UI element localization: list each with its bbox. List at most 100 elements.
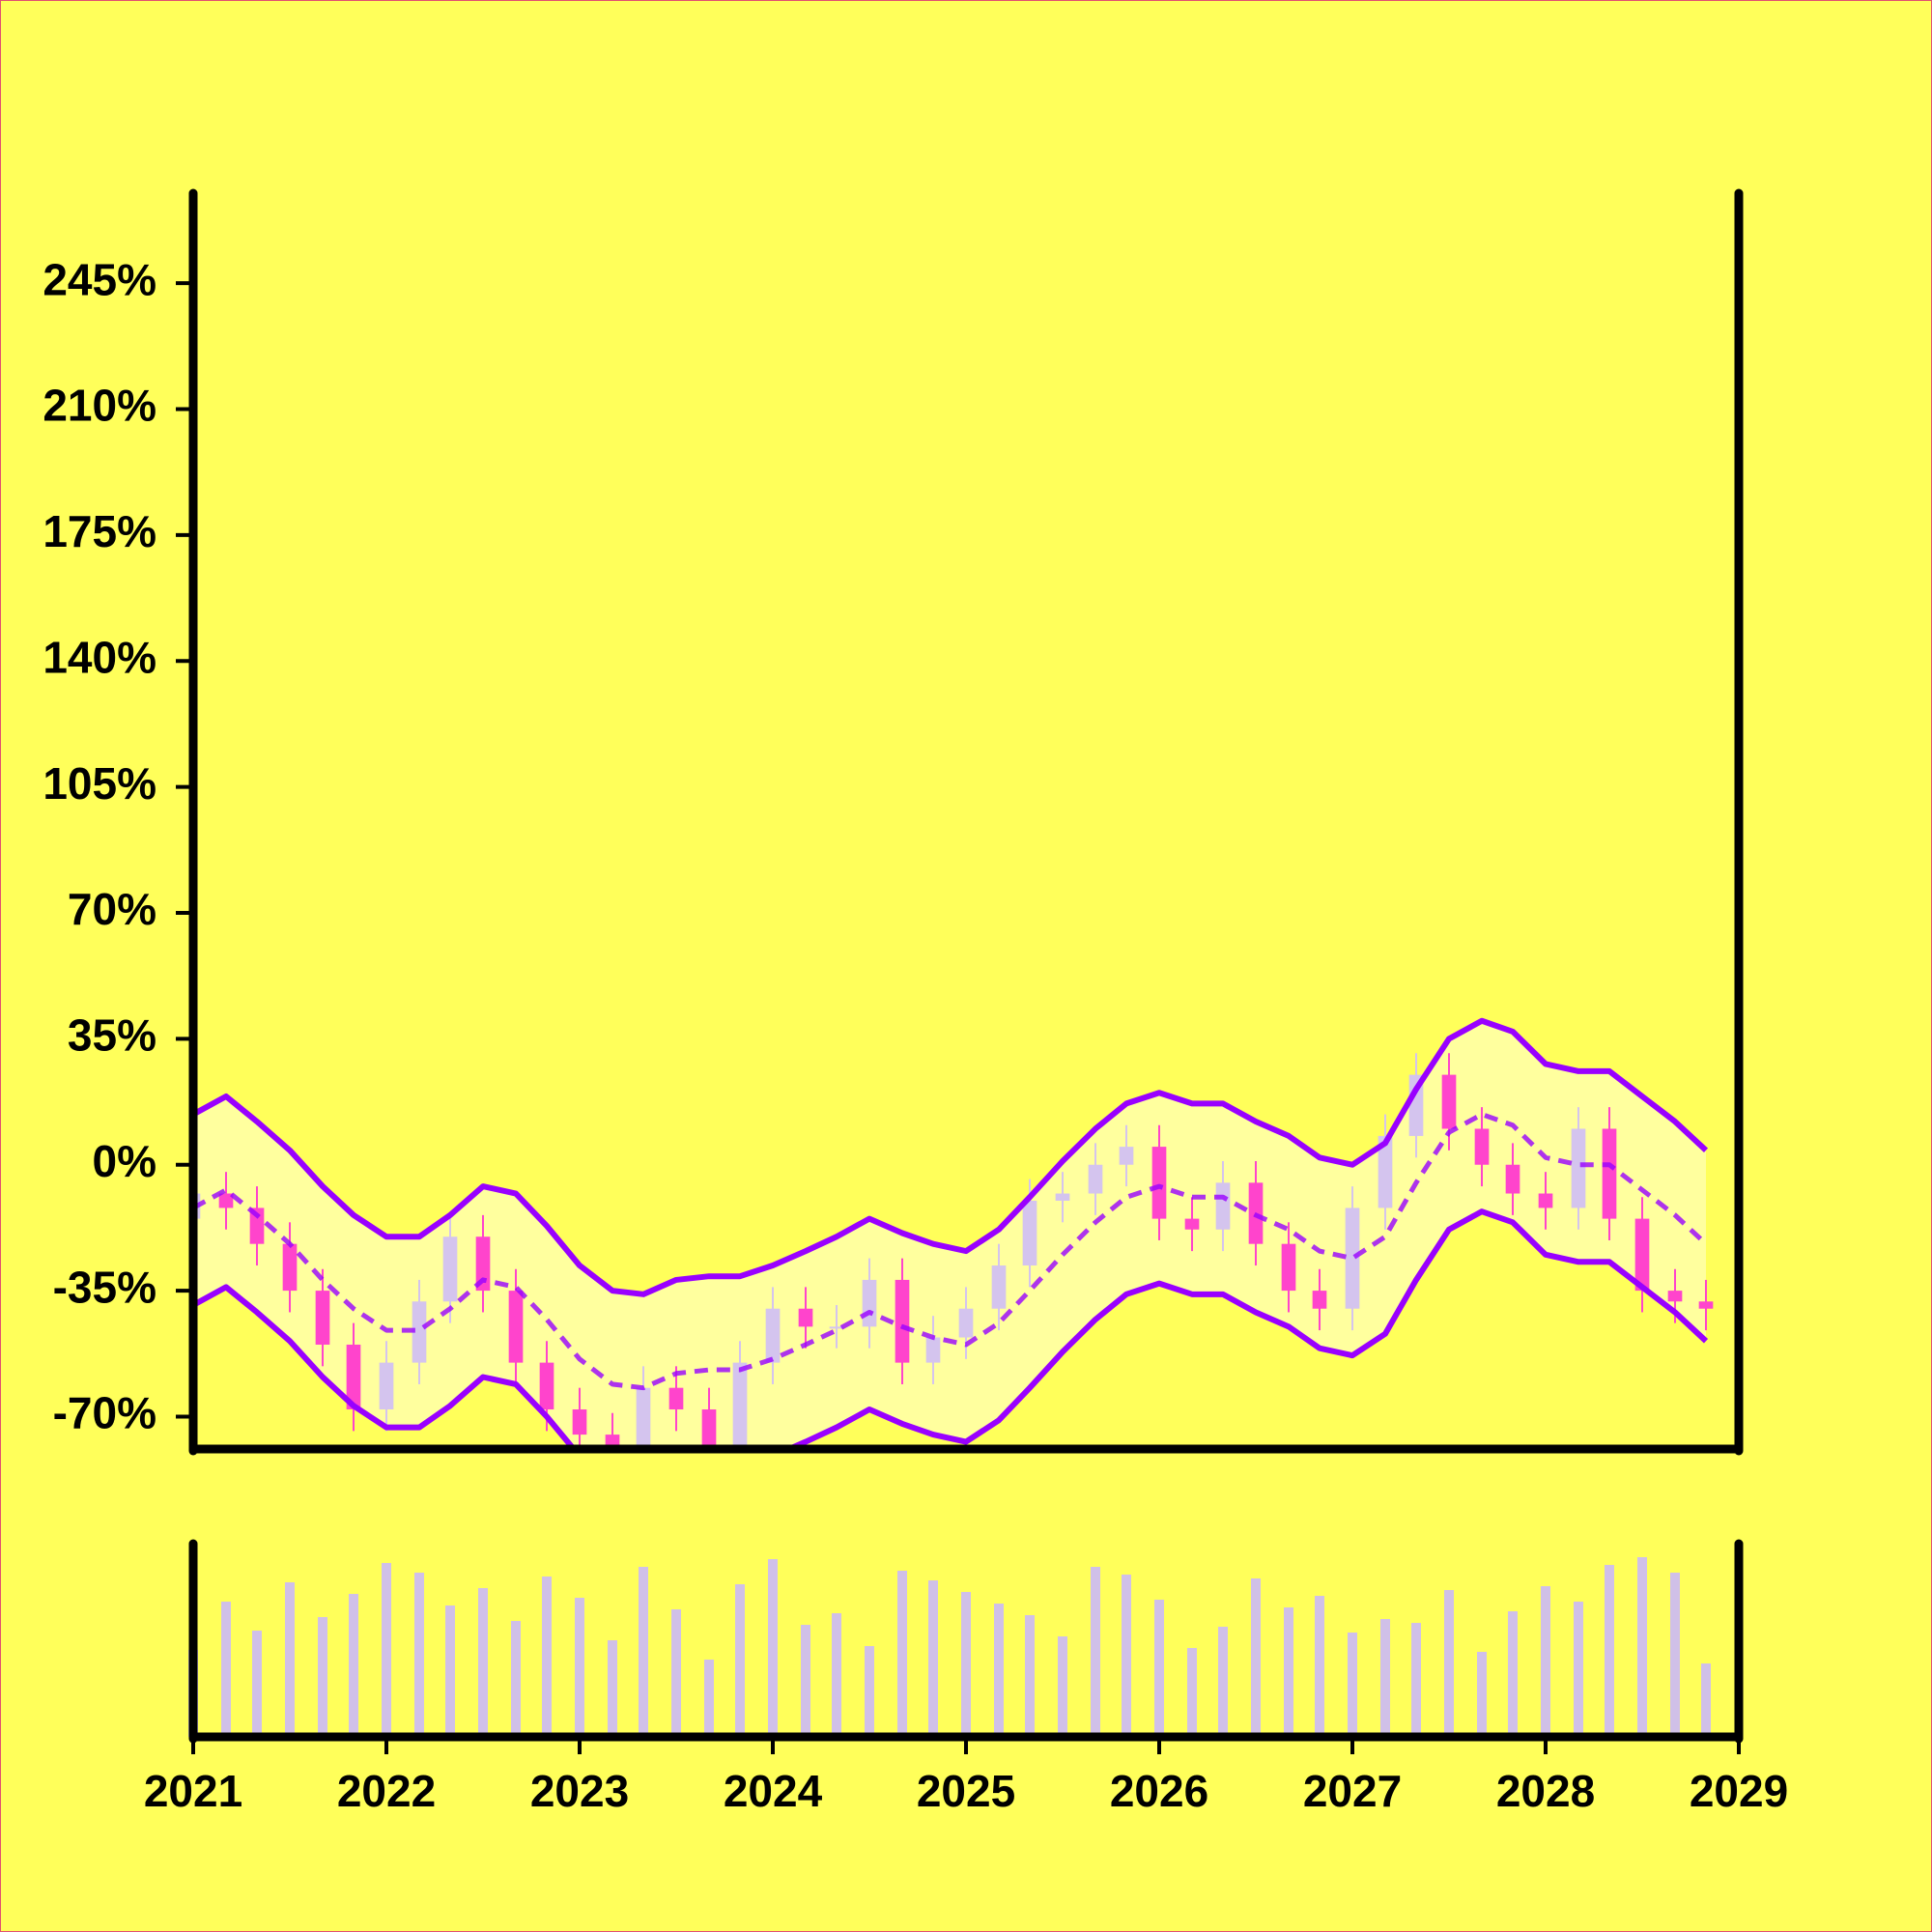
volume-bar (1411, 1623, 1421, 1737)
volume-bar (1122, 1575, 1131, 1737)
candle-body (798, 1308, 813, 1327)
volume-bar (735, 1584, 745, 1737)
volume-bar (285, 1582, 295, 1737)
band-upper (193, 1017, 1709, 1297)
volume-bar (542, 1577, 552, 1737)
x-tick-label: 2026 (1110, 1766, 1208, 1816)
volume-bar (1025, 1615, 1035, 1737)
volume-bar (575, 1598, 584, 1737)
volume-bar (349, 1594, 358, 1737)
axes: -70% -35% 0% 35% 70% 105% 140% 175% 210% 245% 2021… (43, 188, 1788, 1816)
y-tick-label: 0% (93, 1136, 156, 1186)
candle-body (701, 1409, 717, 1446)
y-tick-label: 35% (68, 1010, 156, 1061)
candle-body (315, 1291, 330, 1345)
x-tick-label: 2027 (1303, 1766, 1402, 1816)
candle-body (1474, 1128, 1490, 1165)
x-tick-label: 2023 (530, 1766, 629, 1816)
volume-bar (1444, 1590, 1454, 1737)
volume-bar (928, 1580, 938, 1737)
candle-body (1441, 1074, 1457, 1129)
candle-body (1055, 1193, 1070, 1201)
candle-body (475, 1236, 491, 1292)
x-tick-label: 2022 (337, 1766, 436, 1816)
band-lower (193, 1208, 1709, 1449)
y-tick-label: 70% (68, 884, 156, 934)
volume-bar (1187, 1648, 1197, 1737)
candle-body (412, 1301, 427, 1363)
volume-bar (865, 1646, 874, 1737)
candle-body (1698, 1301, 1714, 1309)
band-fill (193, 1020, 1706, 1449)
candle-body (668, 1387, 684, 1410)
candle-body (1215, 1182, 1231, 1230)
volume-bar (1670, 1573, 1680, 1737)
volume-bar (414, 1573, 424, 1737)
candle-body (1281, 1243, 1296, 1292)
candle-body (1634, 1218, 1650, 1292)
x-tick-label: 2024 (724, 1766, 823, 1816)
candle-body (1312, 1291, 1327, 1309)
candle-body (249, 1208, 265, 1244)
volume-bar (1541, 1586, 1550, 1737)
volume-bar (1574, 1602, 1583, 1737)
volume-bar (1091, 1567, 1100, 1737)
candle-body (346, 1344, 361, 1410)
y-tick-label: -70% (53, 1388, 156, 1438)
volume-bar (1251, 1578, 1261, 1737)
volume-bar (1380, 1619, 1390, 1737)
band-middle (193, 1112, 1708, 1391)
candle-body (1571, 1128, 1586, 1208)
y-tick-label: 140% (43, 632, 156, 682)
candle-body (282, 1243, 298, 1292)
candle-body (572, 1409, 587, 1435)
volume-bar (478, 1588, 488, 1737)
candle-body (1022, 1200, 1037, 1266)
y-tick-label: 105% (43, 758, 156, 809)
candle-body (862, 1279, 877, 1327)
x-tick-label: 2025 (917, 1766, 1015, 1816)
volume-bar (608, 1640, 617, 1737)
volume-bar (445, 1605, 455, 1737)
candle-body (1151, 1147, 1167, 1219)
candle-body (1378, 1135, 1393, 1208)
volume-panel (188, 1557, 1711, 1737)
volume-bar (318, 1617, 327, 1737)
volume-bar (252, 1631, 262, 1737)
volume-bar (1508, 1611, 1518, 1737)
x-tick-label: 2021 (144, 1766, 242, 1816)
volume-bar (832, 1613, 841, 1737)
volume-bar (382, 1563, 391, 1737)
volume-bar (768, 1559, 778, 1737)
volume-bar (704, 1660, 714, 1737)
candle-body (829, 1326, 844, 1329)
y-tick-label: 175% (43, 506, 156, 556)
candle-body (218, 1193, 234, 1208)
volume-bar (1348, 1633, 1357, 1737)
plot-area (193, 1017, 1714, 1449)
volume-bar (221, 1602, 231, 1737)
volume-bar (1154, 1600, 1164, 1737)
volume-bar (1701, 1663, 1711, 1737)
candle-body (1538, 1193, 1553, 1208)
y-tick-label: -35% (53, 1262, 156, 1312)
volume-bar (1477, 1652, 1487, 1737)
volume-bar (1284, 1607, 1293, 1737)
candle-body (442, 1236, 458, 1302)
volume-bar (1315, 1596, 1324, 1737)
candle-body (991, 1265, 1007, 1309)
candle-body (1088, 1164, 1103, 1194)
candle-body (508, 1291, 524, 1363)
volume-bar (1637, 1557, 1647, 1737)
x-tick-label: 2029 (1690, 1766, 1788, 1816)
volume-bar (639, 1567, 648, 1737)
y-tick-label: 210% (43, 381, 156, 431)
volume-bar (897, 1571, 907, 1737)
volume-bar (801, 1625, 810, 1737)
candle-body (636, 1387, 651, 1449)
candle-body (539, 1362, 554, 1410)
volume-bar (961, 1592, 971, 1737)
y-tick-label: 245% (43, 254, 156, 304)
